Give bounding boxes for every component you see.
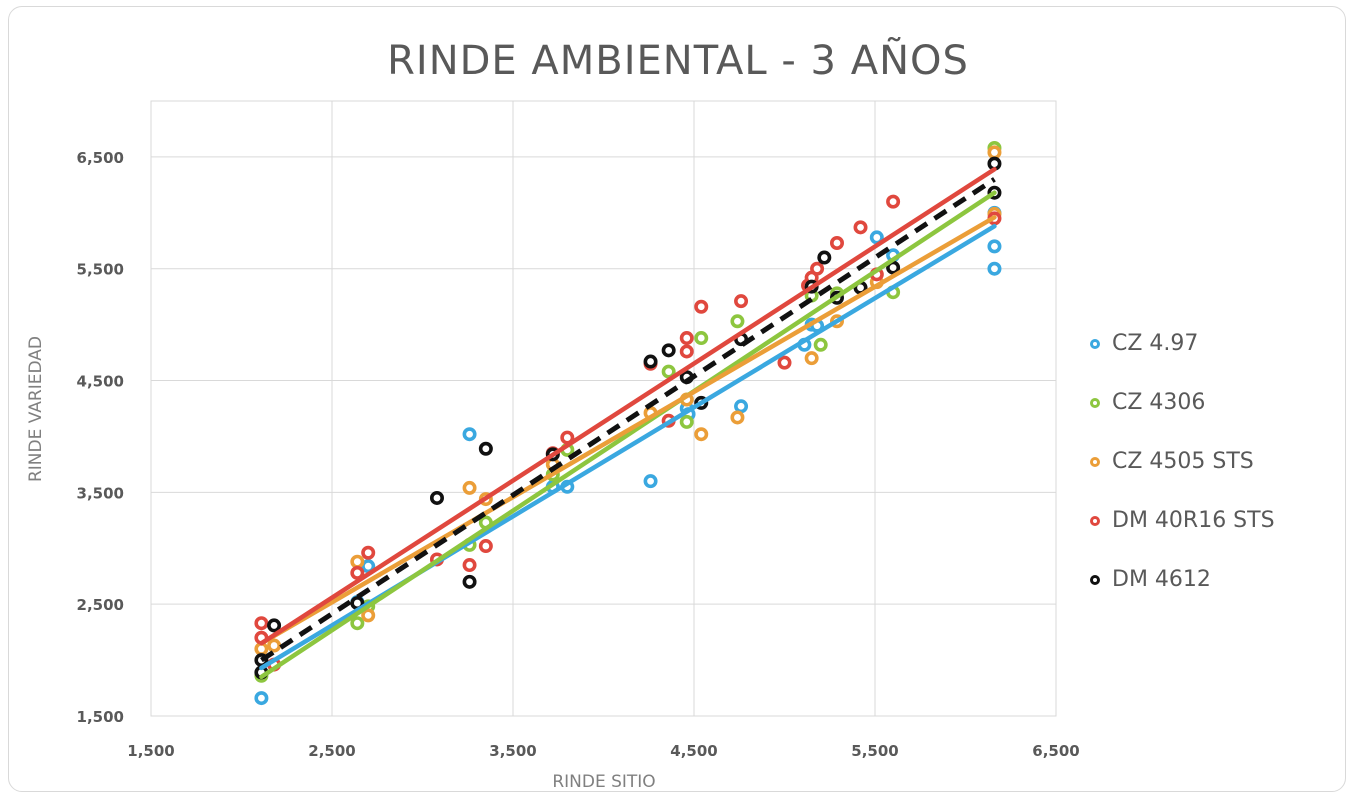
data-point-series-3 (694, 427, 709, 442)
chart-title: RINDE AMBIENTAL - 3 AÑOS (387, 38, 969, 84)
data-point-series-4 (734, 294, 749, 309)
data-point-series-4 (810, 261, 825, 276)
y-tick-label: 2,500 (77, 596, 124, 614)
data-point-series-1 (987, 261, 1002, 276)
data-point-series-1 (643, 474, 658, 489)
points-layer (254, 140, 1002, 706)
data-point-series-4 (886, 194, 901, 209)
x-tick-label: 3,500 (489, 742, 536, 760)
data-point-series-3 (462, 480, 477, 495)
data-point-series-2 (813, 337, 828, 352)
trendline-series-3 (259, 215, 997, 646)
axis-tick-labels: 1,500 2,500 3,500 4,500 5,500 6,500 1,500 2,500… (77, 149, 1080, 760)
data-point-series-4 (560, 430, 575, 445)
data-point-series-4 (462, 558, 477, 573)
data-point-series-5 (429, 490, 444, 505)
data-point-series-5 (643, 354, 658, 369)
x-tick-label: 6,500 (1032, 742, 1079, 760)
x-axis-title: RINDE SITIO (552, 772, 655, 792)
data-point-series-3 (361, 608, 376, 623)
legend-item-series-4: DM 40R16 STS (1090, 491, 1275, 550)
y-tick-label: 1,500 (77, 708, 124, 726)
data-point-series-5 (886, 260, 901, 275)
trendline-series-4 (259, 166, 997, 646)
data-point-series-4 (694, 299, 709, 314)
legend-item-series-5: DM 4612 (1090, 550, 1275, 609)
trendlines-layer (259, 166, 997, 680)
legend-marker (1090, 574, 1100, 585)
data-point-series-4 (478, 539, 493, 554)
data-point-series-3 (730, 410, 745, 425)
data-point-series-4 (350, 565, 365, 580)
data-point-series-2 (679, 414, 694, 429)
data-point-series-4 (679, 344, 694, 359)
y-axis-title: RINDE VARIEDAD (26, 336, 46, 482)
data-point-series-2 (694, 331, 709, 346)
data-point-series-3 (987, 145, 1002, 160)
x-tick-label: 5,500 (851, 742, 898, 760)
data-point-series-4 (361, 545, 376, 560)
data-point-series-4 (679, 331, 694, 346)
x-tick-label: 1,500 (127, 742, 174, 760)
data-point-series-3 (267, 638, 282, 653)
plot-area-border (150, 100, 1057, 717)
legend-item-series-2: CZ 4306 (1090, 373, 1275, 432)
data-point-series-2 (730, 314, 745, 329)
y-tick-label: 6,500 (77, 149, 124, 167)
y-tick-label: 5,500 (77, 261, 124, 279)
data-point-series-1 (734, 399, 749, 414)
legend-item-series-3: CZ 4505 STS (1090, 432, 1275, 491)
legend-marker (1090, 338, 1100, 349)
data-point-series-1 (254, 691, 269, 706)
data-point-series-4 (777, 355, 792, 370)
legend: CZ 4.97 CZ 4306 CZ 4505 STS DM 40R16 STS DM … (1090, 314, 1275, 609)
trendline-series-5 (260, 177, 996, 663)
data-point-series-4 (853, 220, 868, 235)
legend-label: CZ 4505 STS (1112, 449, 1254, 474)
data-point-series-5 (661, 343, 676, 358)
data-point-series-1 (987, 239, 1002, 254)
legend-label: DM 4612 (1112, 567, 1211, 592)
grid-layer (150, 100, 1057, 717)
data-point-series-3 (350, 554, 365, 569)
data-point-series-3 (804, 351, 819, 366)
data-point-series-2 (661, 364, 676, 379)
data-point-series-1 (462, 427, 477, 442)
x-tick-label: 2,500 (308, 742, 355, 760)
legend-label: CZ 4306 (1112, 390, 1206, 415)
data-point-series-5 (267, 618, 282, 633)
data-point-series-2 (350, 616, 365, 631)
data-point-series-5 (478, 441, 493, 456)
legend-marker (1090, 397, 1100, 408)
trendline-series-2 (259, 190, 997, 680)
y-tick-label: 4,500 (77, 373, 124, 391)
y-tick-label: 3,500 (77, 484, 124, 502)
data-point-series-5 (462, 574, 477, 589)
legend-label: CZ 4.97 (1112, 331, 1199, 356)
legend-item-series-1: CZ 4.97 (1090, 314, 1275, 373)
data-point-series-1 (869, 230, 884, 245)
legend-label: DM 40R16 STS (1112, 508, 1275, 533)
chart-frame (8, 6, 1346, 792)
legend-marker (1090, 515, 1100, 526)
data-point-series-4 (829, 236, 844, 251)
x-tick-label: 4,500 (670, 742, 717, 760)
legend-marker (1090, 456, 1100, 467)
data-point-series-4 (254, 616, 269, 631)
data-point-series-1 (361, 559, 376, 574)
data-point-series-5 (817, 250, 832, 265)
